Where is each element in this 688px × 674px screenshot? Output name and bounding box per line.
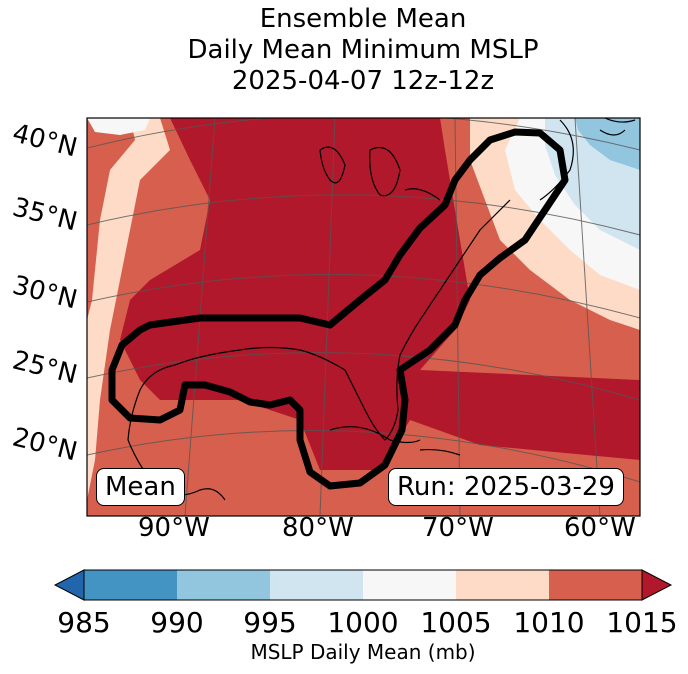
pressure-field-1015 [120, 118, 640, 470]
graticule-lat-25 [87, 352, 640, 401]
lake-michigan-huron [369, 146, 401, 197]
colorbar-tick-1000: 1000 [327, 606, 399, 639]
title-line-1: Ensemble Mean [259, 4, 467, 34]
lon-label-60: 60°W [564, 513, 636, 543]
colorbar-extend-low [53, 569, 85, 601]
hispaniola [419, 448, 461, 456]
chart-title: Ensemble Mean Daily Mean Minimum MSLP 20… [0, 4, 688, 97]
graticule-lat-30 [87, 274, 640, 319]
colorbar-segment-985 [84, 570, 177, 600]
colorbar-tick-1010: 1010 [513, 606, 585, 639]
lon-label-70: 70°W [422, 513, 494, 543]
colorbar-tick-1005: 1005 [420, 606, 492, 639]
colorbar-label: MSLP Daily Mean (mb) [250, 640, 476, 664]
lon-label-90: 90°W [138, 513, 210, 543]
cuba [329, 426, 421, 444]
pressure-field-1005-west [87, 118, 170, 500]
graticule-lat-40 [87, 118, 640, 151]
map-panel [87, 118, 640, 516]
colorbar [53, 569, 673, 601]
colorbar-segment-1005 [456, 570, 549, 600]
title-line-3: 2025-04-07 12z-12z [231, 66, 495, 96]
run-date-box: Run: 2025-03-29 [388, 468, 624, 506]
graticule-lon-80 [319, 118, 336, 516]
colorbar-segment-1010 [549, 570, 642, 600]
graticule-lon-60 [574, 118, 601, 516]
colorbar-tick-995: 995 [243, 606, 297, 639]
gulf-coast [127, 346, 346, 441]
maine-coast [539, 119, 574, 201]
colorbar-segment-990 [177, 570, 270, 600]
colorbar-tick-985: 985 [57, 606, 111, 639]
lake-erie [404, 188, 441, 201]
colorbar-tick-1015: 1015 [606, 606, 678, 639]
graticule-lat-20 [87, 430, 640, 483]
atlantic-coast [419, 199, 511, 321]
pressure-field-1000-corner [87, 118, 150, 135]
florida-east [344, 319, 421, 441]
great-lakes [319, 146, 346, 184]
colorbar-extend-high [641, 569, 673, 601]
lon-label-80: 80°W [282, 513, 354, 543]
colorbar-segment-995 [270, 570, 363, 600]
colorbar-segment-1000 [363, 570, 456, 600]
colorbar-outline [83, 569, 643, 601]
pressure-field-1010-west [87, 118, 135, 320]
nova-scotia [599, 118, 636, 136]
title-line-2: Daily Mean Minimum MSLP [187, 35, 539, 65]
forecast-contour [108, 128, 569, 490]
graticule-lat-35 [87, 194, 640, 236]
map-frame [86, 117, 641, 517]
colorbar-tick-990: 990 [150, 606, 204, 639]
mean-label-box: Mean [96, 468, 185, 506]
